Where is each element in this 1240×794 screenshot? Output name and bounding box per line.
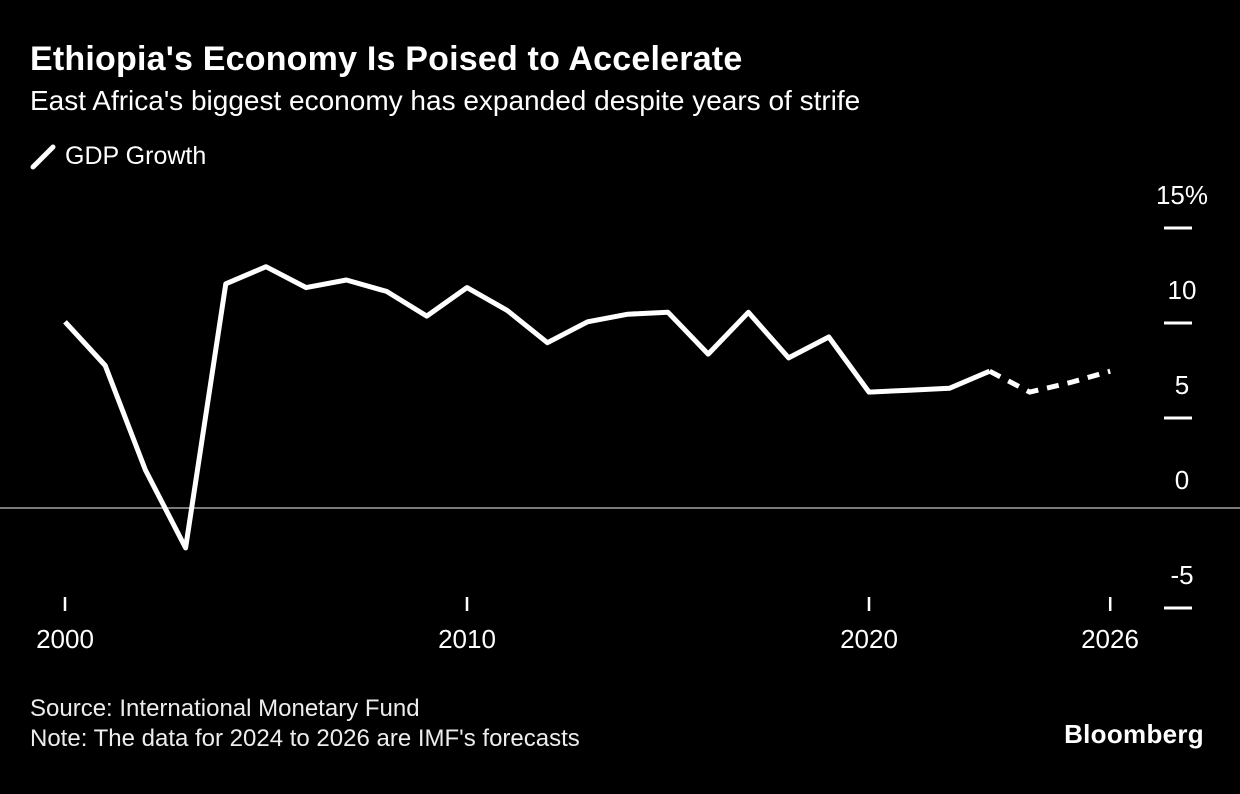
footer: Source: International Monetary Fund Note… (30, 694, 580, 754)
y-axis-label: 5 (1174, 370, 1190, 400)
page-subtitle: East Africa's biggest economy has expand… (30, 85, 861, 116)
x-axis-label: 2026 (1081, 624, 1139, 654)
x-axis-label: 2020 (840, 624, 898, 654)
legend: GDP Growth (30, 142, 206, 171)
gdp-line-forecast (988, 368, 1111, 395)
source-text: Source: International Monetary Fund (30, 695, 420, 722)
y-axis-label: 0 (1174, 465, 1190, 495)
line-series-swatch-icon (30, 144, 56, 170)
legend-label: GDP Growth (65, 142, 207, 170)
bloomberg-logo: Bloomberg (1064, 719, 1204, 749)
x-axis-label: 2010 (438, 624, 496, 654)
y-axis-label: -5 (1170, 560, 1194, 590)
gdp-line-actual (63, 264, 991, 551)
x-axis-label: 2000 (36, 624, 94, 654)
page-title: Ethiopia's Economy Is Poised to Accelera… (30, 40, 743, 78)
y-axis-label: 10 (1167, 275, 1197, 305)
y-axis-label: 15% (1155, 180, 1209, 210)
note-text: Note: The data for 2024 to 2026 are IMF'… (30, 725, 580, 752)
